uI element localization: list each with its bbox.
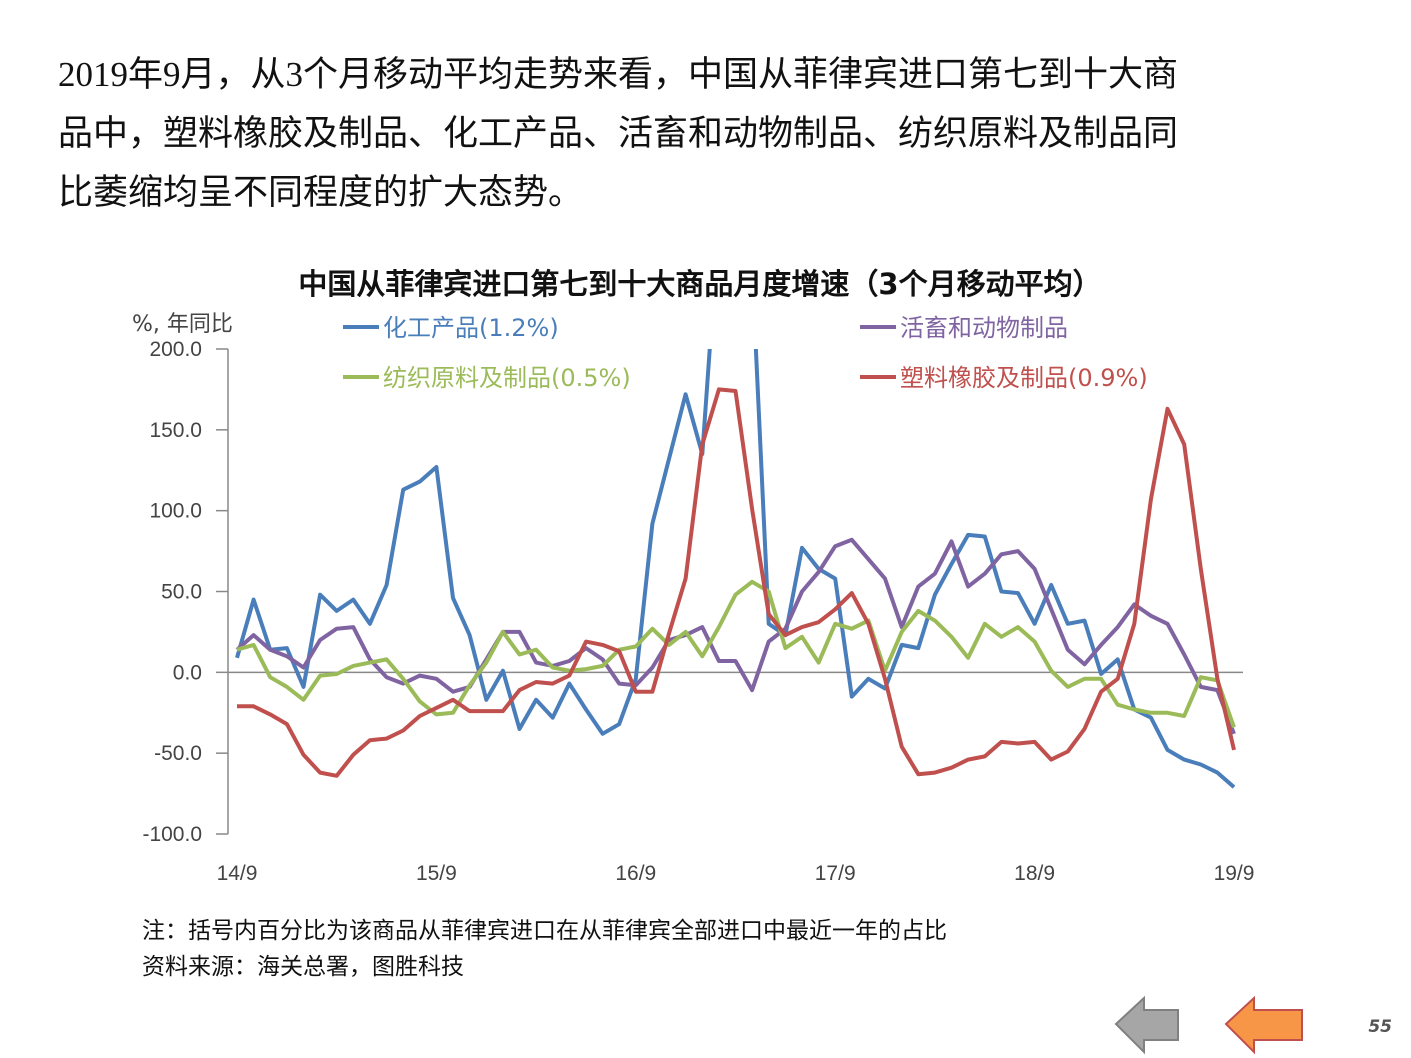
y-tick-label: 100.0 [149, 500, 202, 523]
arrow-left-orange[interactable] [1224, 995, 1303, 1055]
header-line: 比萎缩均呈不同程度的扩大态势。 [58, 173, 583, 212]
legend-label: 活畜和动物制品 [900, 314, 1068, 342]
y-tick-label: 200.0 [149, 338, 202, 361]
y-tick-label: 50.0 [161, 581, 202, 604]
y-axis-label: %, 年同比 [132, 312, 233, 337]
legend-label: 塑料橡胶及制品(0.9%) [900, 364, 1148, 392]
x-tick-label: 19/9 [1214, 862, 1255, 885]
x-tick-label: 15/9 [416, 862, 457, 885]
header-line: 2019年9月，从3个月移动平均走势来看，中国从菲律宾进口第七到十大商 [58, 55, 1178, 94]
series-line [235, 537, 1236, 735]
chart-title: 中国从菲律宾进口第七到十大商品月度增速（3个月移动平均） [298, 267, 1101, 301]
source: 资料来源：海关总署，图胜科技 [142, 954, 464, 980]
header-line: 品中，塑料橡胶及制品、化工产品、活畜和动物制品、纺织原料及制品同 [58, 114, 1178, 153]
y-tick-label: -100.0 [142, 823, 202, 846]
series-line [235, 349, 1236, 789]
legend-label: 纺织原料及制品(0.5%) [383, 364, 631, 392]
x-tick-label: 16/9 [615, 862, 656, 885]
y-tick-label: -50.0 [154, 742, 202, 765]
prev-button[interactable] [1114, 995, 1179, 1055]
note: 注：括号内百分比为该商品从菲律宾进口在从菲律宾全部进口中最近一年的占比 [142, 918, 947, 944]
arrow-left-gray[interactable] [1114, 995, 1179, 1055]
next-button[interactable] [1224, 995, 1303, 1055]
x-tick-label: 17/9 [815, 862, 856, 885]
y-tick-label: 0.0 [173, 661, 202, 684]
y-tick-label: 150.0 [149, 419, 202, 442]
legend-label: 化工产品(1.2%) [383, 314, 559, 342]
series-line [236, 579, 1236, 728]
x-tick-label: 14/9 [217, 862, 258, 885]
series-line [237, 387, 1236, 778]
x-tick-label: 18/9 [1014, 862, 1055, 885]
page-number: 55 [1368, 1017, 1392, 1037]
